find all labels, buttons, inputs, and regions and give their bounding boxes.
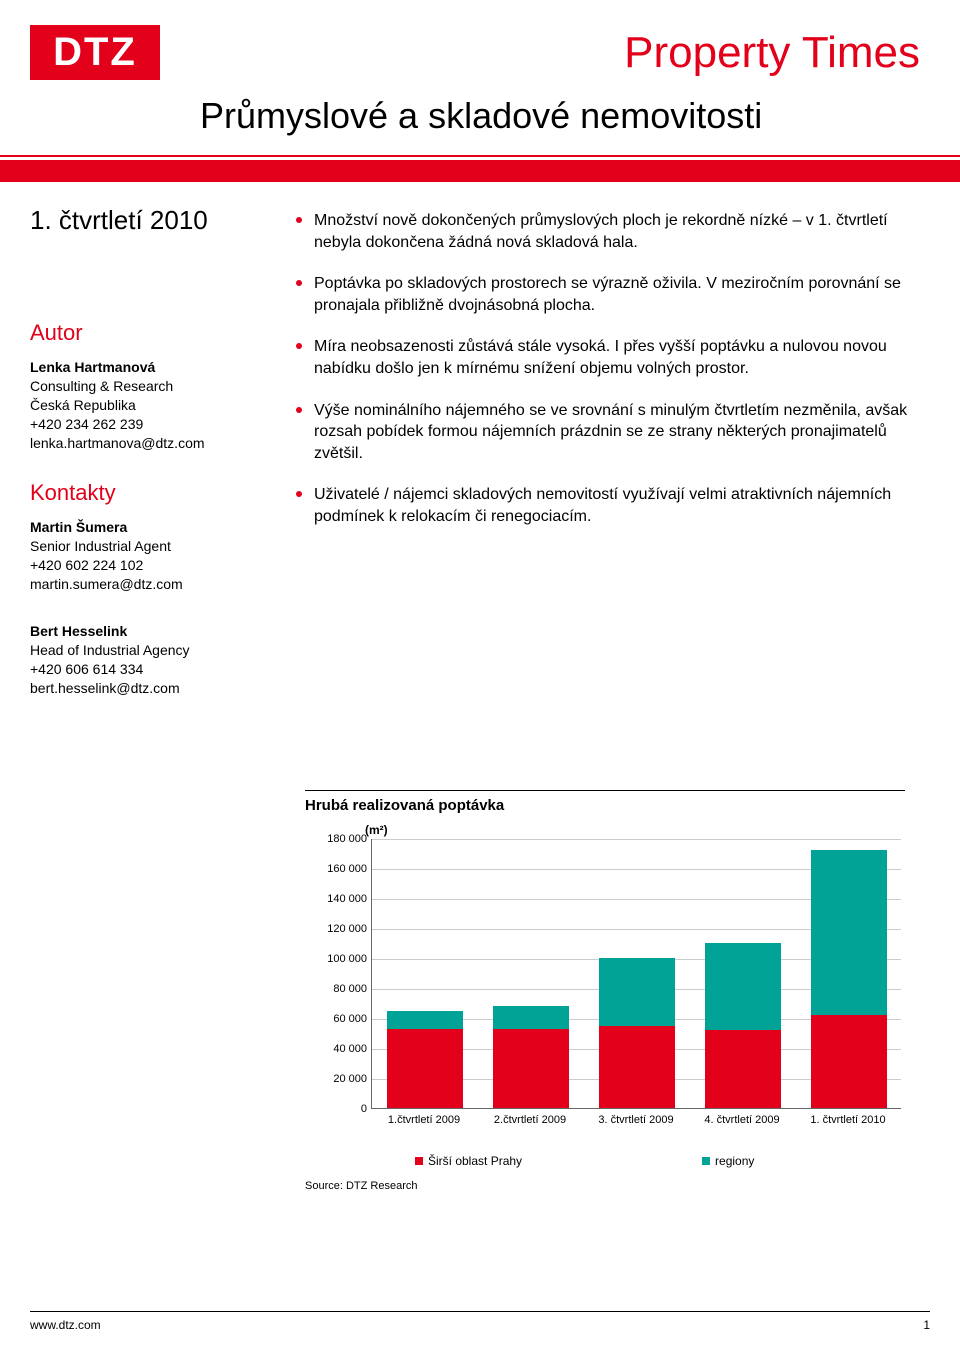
x-tick-label: 1.čtvrtletí 2009 xyxy=(374,1114,474,1126)
author-name: Lenka Hartmanová xyxy=(30,358,260,377)
chart: 0 20 000 40 000 60 000 80 000 100 000 120 000 1… xyxy=(315,839,905,1139)
author-block: Lenka Hartmanová Consulting & Research Č… xyxy=(30,358,260,452)
legend-label: regiony xyxy=(715,1154,754,1168)
legend-item: Širší oblast Prahy xyxy=(415,1154,522,1168)
y-tick-label: 100 000 xyxy=(327,953,367,965)
x-tick-label: 4. čtvrtletí 2009 xyxy=(692,1114,792,1126)
legend-label: Širší oblast Prahy xyxy=(428,1154,522,1168)
contact-name: Martin Šumera xyxy=(30,518,260,537)
contact-phone: +420 606 614 334 xyxy=(30,660,260,679)
contact-block: Martin Šumera Senior Industrial Agent +4… xyxy=(30,518,260,594)
bullet-item: Poptávka po skladových prostorech se výr… xyxy=(290,273,920,316)
bar-segment xyxy=(599,958,675,1026)
bar-segment xyxy=(387,1011,463,1029)
chart-rule xyxy=(305,790,905,791)
contact-role: Head of Industrial Agency xyxy=(30,641,260,660)
grid-line xyxy=(372,839,901,840)
contact-email: martin.sumera@dtz.com xyxy=(30,575,260,594)
y-tick-label: 60 000 xyxy=(333,1013,367,1025)
y-axis: 020 00040 00060 00080 000100 000120 0001… xyxy=(315,839,371,1109)
page-subtitle: Průmyslové a skladové nemovitosti xyxy=(200,95,762,137)
y-tick-label: 160 000 xyxy=(327,863,367,875)
y-tick-label: 80 000 xyxy=(333,983,367,995)
contact-phone: +420 602 224 102 xyxy=(30,556,260,575)
chart-unit-label: (m²) xyxy=(365,823,905,837)
contacts-heading: Kontakty xyxy=(30,480,260,506)
chart-plot xyxy=(371,839,901,1109)
bullet-item: Výše nominálního nájemného se ve srovnán… xyxy=(290,400,920,465)
legend-swatch-icon xyxy=(415,1157,423,1165)
header-rule xyxy=(0,155,960,157)
footer-url: www.dtz.com xyxy=(30,1318,101,1332)
bar-group xyxy=(493,1006,569,1108)
author-email: lenka.hartmanova@dtz.com xyxy=(30,434,260,453)
footer-page-number: 1 xyxy=(923,1318,930,1332)
chart-source: Source: DTZ Research xyxy=(305,1180,417,1192)
quarter-label: 1. čtvrtletí 2010 xyxy=(30,205,208,236)
brand-logo: DTZ xyxy=(30,25,160,80)
x-tick-label: 2.čtvrtletí 2009 xyxy=(480,1114,580,1126)
bar-segment xyxy=(493,1006,569,1029)
author-heading: Autor xyxy=(30,320,260,346)
main-content: Množství nově dokončených průmyslových p… xyxy=(290,210,920,548)
bar-segment xyxy=(811,1015,887,1108)
bar-segment xyxy=(705,943,781,1030)
x-tick-label: 1. čtvrtletí 2010 xyxy=(798,1114,898,1126)
contact-role: Senior Industrial Agent xyxy=(30,537,260,556)
bar-segment xyxy=(387,1029,463,1109)
chart-section: Hrubá realizovaná poptávka (m²) 0 20 000 4… xyxy=(305,790,905,1139)
author-country: Česká Republika xyxy=(30,396,260,415)
bullet-list: Množství nově dokončených průmyslových p… xyxy=(290,210,920,528)
x-tick-label: 3. čtvrtletí 2009 xyxy=(586,1114,686,1126)
bar-group xyxy=(599,958,675,1108)
author-phone: +420 234 262 239 xyxy=(30,415,260,434)
y-tick-label: 40 000 xyxy=(333,1043,367,1055)
y-tick-label: 120 000 xyxy=(327,923,367,935)
y-tick-label: 180 000 xyxy=(327,833,367,845)
page-title: Property Times xyxy=(624,28,920,78)
bar-segment xyxy=(599,1026,675,1109)
footer: www.dtz.com 1 xyxy=(30,1311,930,1332)
bullet-item: Míra neobsazenosti zůstává stále vysoká.… xyxy=(290,336,920,379)
bullet-item: Uživatelé / nájemci skladových nemovitos… xyxy=(290,484,920,527)
author-role: Consulting & Research xyxy=(30,377,260,396)
y-tick-label: 140 000 xyxy=(327,893,367,905)
bar-group xyxy=(387,1011,463,1109)
contact-email: bert.hesselink@dtz.com xyxy=(30,679,260,698)
sidebar: Autor Lenka Hartmanová Consulting & Rese… xyxy=(30,320,260,726)
bar-group xyxy=(705,943,781,1108)
contact-name: Bert Hesselink xyxy=(30,622,260,641)
legend-swatch-icon xyxy=(702,1157,710,1165)
chart-title: Hrubá realizovaná poptávka xyxy=(305,797,905,817)
y-tick-label: 20 000 xyxy=(333,1073,367,1085)
bar-segment xyxy=(811,850,887,1015)
legend-item: regiony xyxy=(702,1154,754,1168)
contact-block: Bert Hesselink Head of Industrial Agency… xyxy=(30,622,260,698)
bar-segment xyxy=(493,1029,569,1109)
y-tick-label: 0 xyxy=(361,1103,367,1115)
chart-legend: Širší oblast Prahy regiony xyxy=(415,1154,754,1168)
bar-segment xyxy=(705,1030,781,1108)
header-bar xyxy=(0,160,960,182)
bar-group xyxy=(811,850,887,1108)
bullet-item: Množství nově dokončených průmyslových p… xyxy=(290,210,920,253)
